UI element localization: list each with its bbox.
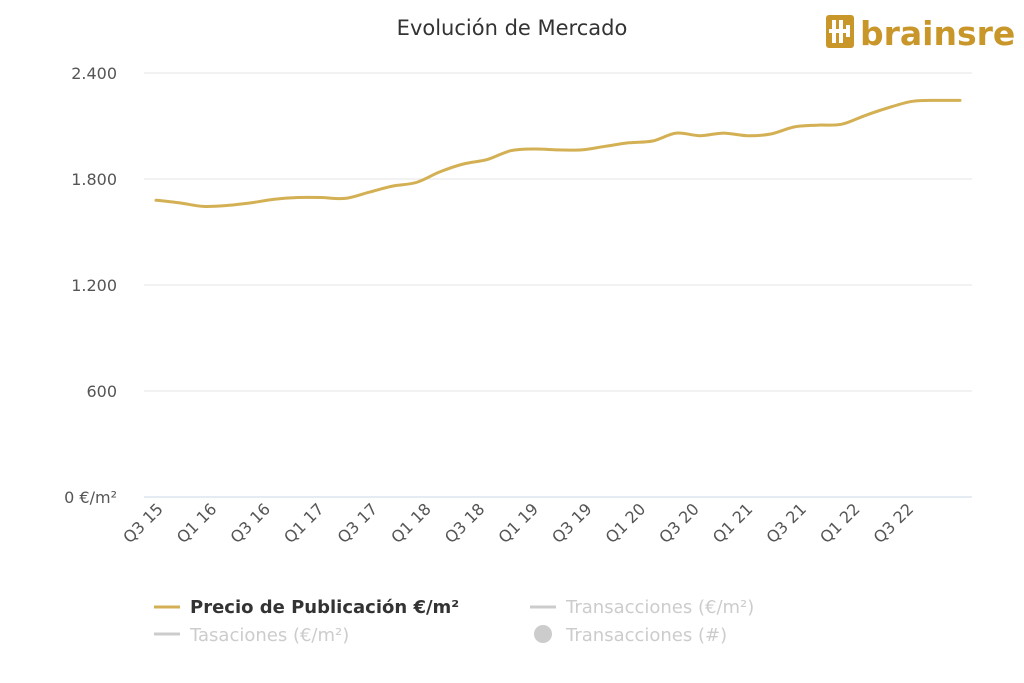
y-tick-label: 2.400 [71,64,117,83]
x-tick-label: Q3 21 [762,499,810,547]
x-tick-label: Q3 20 [655,499,703,547]
series-lines [154,98,962,209]
series-line-precio-publicacion[interactable] [154,98,962,209]
x-axis-labels: Q3 15 Q1 16 Q3 16 Q1 17 Q3 17 Q1 18 Q3 18 Q1 19… [119,499,917,547]
y-axis-labels: 0 €/m² 600 1.200 1.800 2.400 [64,64,117,507]
x-tick-label: Q3 19 [548,499,596,547]
legend-label-transacciones-eur: Transacciones (€/m²) [565,597,754,618]
x-tick-label: Q1 17 [280,499,328,547]
x-tick-label: Q3 17 [334,499,382,547]
chart-title: Evolución de Mercado [397,16,628,40]
brand-logo-text: brainsre [860,14,1015,53]
legend-item-tasaciones[interactable]: Tasaciones (€/m²) [154,625,349,646]
legend-label-transacciones-count: Transacciones (#) [565,625,727,646]
x-tick-label: Q1 21 [709,499,757,547]
brand-logo-icon [826,15,854,48]
y-tick-label: 1.800 [71,170,117,189]
brand-logo: brainsre [826,14,1015,53]
legend: Precio de Publicación €/m² Transacciones… [154,597,754,646]
x-tick-label: Q1 18 [387,499,435,547]
x-tick-label: Q3 15 [119,499,167,547]
legend-label-precio-publicacion: Precio de Publicación €/m² [190,597,459,618]
legend-item-precio-publicacion[interactable]: Precio de Publicación €/m² [154,597,459,618]
x-tick-label: Q3 22 [870,499,918,547]
legend-label-tasaciones: Tasaciones (€/m²) [189,625,349,646]
legend-item-transacciones-count[interactable]: Transacciones (#) [534,625,727,646]
x-tick-label: Q1 22 [816,499,864,547]
grid-lines [144,72,972,498]
x-tick-label: Q3 16 [226,499,274,547]
legend-item-transacciones-eur[interactable]: Transacciones (€/m²) [530,597,754,618]
y-tick-label: 1.200 [71,276,117,295]
x-tick-label: Q1 16 [173,499,221,547]
y-tick-label: 0 €/m² [64,488,117,507]
x-tick-label: Q1 20 [602,499,650,547]
x-tick-label: Q3 18 [441,499,489,547]
x-tick-label: Q1 19 [494,499,542,547]
y-tick-label: 600 [86,382,117,401]
legend-marker-transacciones-count [534,625,552,643]
